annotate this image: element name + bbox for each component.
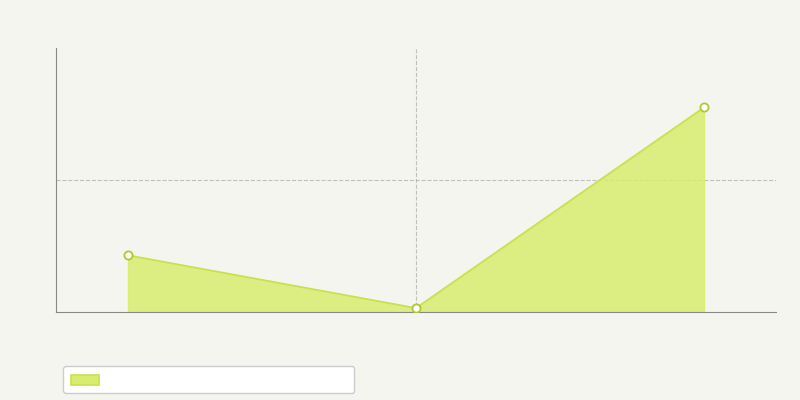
Point [122, 252, 134, 258]
Point [410, 305, 422, 311]
Point [698, 104, 710, 111]
Legend: 土地価格  平均嵪単価(万円/嵪): 土地価格 平均嵪単価(万円/嵪) [63, 366, 354, 393]
